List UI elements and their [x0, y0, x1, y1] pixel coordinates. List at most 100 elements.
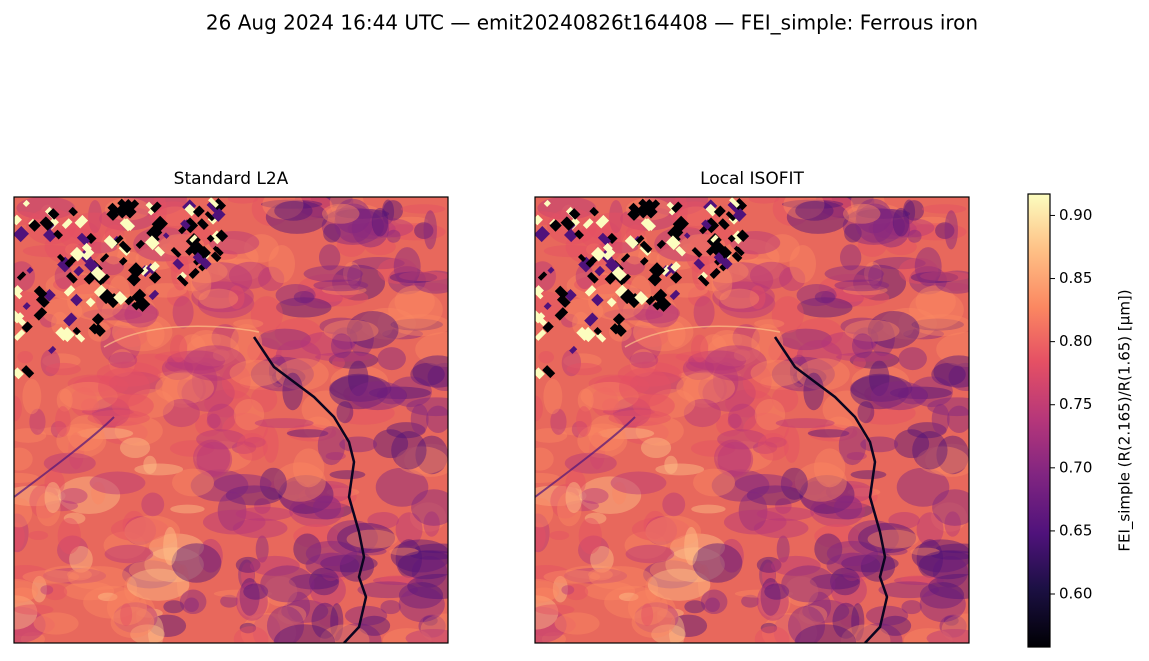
field — [16, 271, 27, 281]
image-texture — [258, 328, 311, 351]
field — [48, 345, 57, 354]
field — [91, 313, 105, 326]
image-texture — [771, 555, 821, 576]
field — [706, 244, 718, 256]
image-texture — [389, 547, 419, 556]
image-texture — [632, 393, 675, 418]
image-texture — [235, 581, 268, 621]
image-texture — [406, 397, 448, 417]
image-texture — [309, 573, 346, 607]
image-texture — [57, 476, 121, 515]
image-texture — [377, 347, 406, 371]
image-texture — [243, 583, 269, 600]
field — [170, 247, 182, 258]
image-texture — [197, 289, 255, 319]
image-texture — [81, 398, 100, 414]
field — [602, 242, 613, 253]
image-texture — [624, 531, 667, 559]
image-texture — [885, 238, 917, 256]
image-texture — [415, 331, 448, 367]
image-texture — [169, 440, 215, 457]
field — [542, 321, 554, 333]
image-texture — [855, 198, 892, 234]
image-texture — [903, 628, 953, 643]
image-texture — [783, 197, 825, 220]
image-texture — [558, 426, 608, 436]
field — [85, 297, 96, 308]
image-texture — [826, 552, 881, 579]
image-texture — [278, 475, 334, 514]
image-texture — [914, 247, 942, 287]
field — [144, 235, 160, 251]
field — [693, 258, 705, 270]
image-texture — [287, 591, 311, 622]
field — [564, 288, 577, 302]
image-texture — [14, 613, 55, 637]
image-texture — [550, 408, 567, 435]
field — [670, 261, 681, 272]
image-texture — [640, 437, 672, 458]
image-texture — [865, 605, 909, 626]
field — [22, 199, 30, 208]
image-texture — [233, 319, 264, 329]
image-texture — [141, 492, 165, 517]
image-texture — [357, 581, 419, 599]
image-texture — [779, 328, 832, 351]
image-texture — [563, 353, 602, 369]
image-texture — [177, 373, 206, 405]
image-texture — [943, 615, 959, 626]
image-texture — [752, 441, 778, 454]
image-texture — [125, 251, 139, 264]
image-texture — [814, 533, 843, 565]
field — [14, 226, 29, 243]
field — [192, 252, 203, 262]
image-texture — [155, 372, 215, 404]
image-texture — [698, 373, 727, 405]
image-texture — [864, 385, 890, 403]
image-texture — [108, 349, 136, 377]
image-texture — [608, 409, 671, 427]
image-texture — [51, 311, 69, 336]
image-texture — [377, 312, 394, 336]
field — [204, 211, 215, 222]
field — [595, 214, 610, 229]
image-texture — [577, 388, 594, 412]
image-texture — [780, 467, 808, 500]
field — [535, 226, 550, 243]
image-texture — [825, 480, 873, 504]
image-texture — [870, 381, 928, 411]
image-texture — [14, 522, 25, 551]
field — [21, 365, 35, 379]
image-texture — [363, 218, 414, 238]
field — [185, 244, 197, 256]
image-texture — [814, 290, 836, 304]
image-texture — [834, 279, 890, 292]
image-texture — [163, 526, 178, 566]
field — [206, 201, 219, 214]
image-texture — [114, 415, 163, 446]
image-texture — [584, 512, 607, 525]
image-texture — [337, 522, 396, 554]
field — [118, 240, 132, 254]
image-texture — [190, 330, 222, 351]
image-texture — [400, 204, 446, 214]
field — [628, 202, 642, 216]
field — [736, 229, 750, 243]
field — [188, 267, 200, 279]
image-texture — [211, 324, 239, 352]
field — [93, 284, 108, 299]
image-texture — [412, 355, 448, 388]
image-texture — [329, 470, 366, 480]
image-texture — [910, 547, 940, 556]
field — [612, 313, 626, 326]
image-texture — [290, 197, 333, 217]
image-texture — [850, 470, 887, 480]
image-texture — [838, 426, 867, 466]
image-texture — [662, 492, 686, 517]
image-texture — [552, 575, 568, 603]
image-texture — [292, 448, 325, 488]
image-texture — [386, 422, 426, 439]
image-texture — [797, 297, 853, 318]
image-texture — [669, 614, 708, 638]
field — [56, 253, 66, 262]
